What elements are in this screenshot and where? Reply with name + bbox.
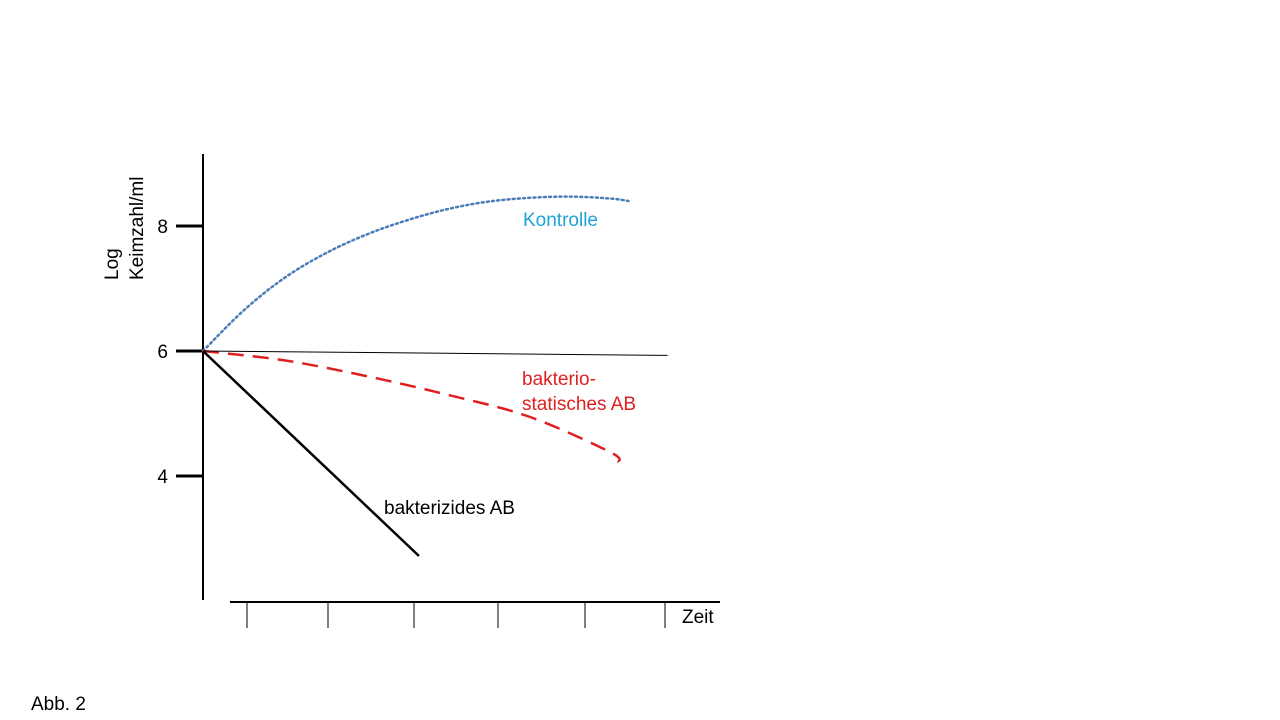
x-axis-label: Zeit [682, 607, 714, 628]
axes: 4 6 8 [157, 154, 720, 628]
y-tick-label-4: 4 [157, 467, 168, 488]
series-kontrolle [201, 195, 630, 353]
series-bakteriostatisch [202, 349, 621, 464]
y-axis-label-line2: Keimzahl/ml [127, 177, 148, 280]
y-tick-label-6: 6 [157, 342, 168, 363]
series-group [201, 195, 668, 557]
series-label-kontrolle: Kontrolle [523, 210, 598, 231]
series-label-bakteriostatisch-line1: bakterio- [522, 369, 596, 390]
series-label-bakterizid: bakterizides AB [384, 498, 515, 519]
series-label-bakteriostatisch-line2: statisches AB [522, 394, 636, 415]
y-axis-label-line1: Log [102, 248, 123, 280]
series-reference-line [202, 350, 668, 356]
y-tick-label-8: 8 [157, 217, 168, 238]
series-bakterizid [202, 350, 420, 557]
figure-caption: Abb. 2 [31, 694, 86, 715]
labels-group: Log Keimzahl/ml Zeit Kontrolle bakterio-… [102, 177, 714, 628]
